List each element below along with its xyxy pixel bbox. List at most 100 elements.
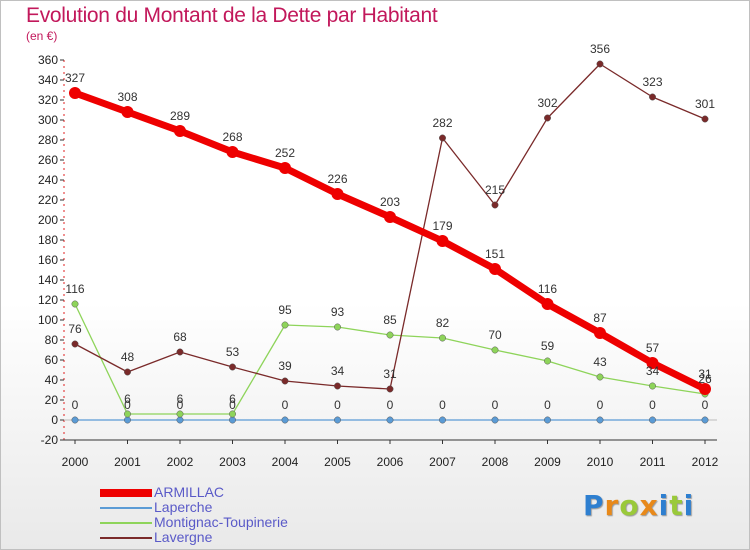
data-label: 68 <box>173 330 187 344</box>
x-tick-label: 2006 <box>377 455 404 469</box>
data-point <box>386 416 394 424</box>
data-point <box>596 373 604 381</box>
x-tick-label: 2007 <box>429 455 456 469</box>
data-label: 289 <box>170 109 190 123</box>
x-tick-label: 2003 <box>219 455 246 469</box>
y-tick-label: 280 <box>38 133 58 147</box>
data-label: 301 <box>695 97 715 111</box>
data-point <box>71 300 79 308</box>
data-label: 0 <box>177 398 184 412</box>
data-point <box>386 331 394 339</box>
data-label: 215 <box>485 183 505 197</box>
y-tick-label: 340 <box>38 73 58 87</box>
data-point <box>596 416 604 424</box>
logo-letter: P <box>583 489 605 522</box>
data-label: 179 <box>432 219 452 233</box>
data-point <box>649 93 656 101</box>
logo-letter: r <box>604 489 620 522</box>
data-label: 323 <box>642 75 662 89</box>
data-point <box>331 188 344 200</box>
x-tick-label: 2002 <box>167 455 194 469</box>
data-label: 0 <box>439 398 446 412</box>
data-label: 53 <box>226 345 240 359</box>
data-point <box>279 162 291 174</box>
data-point <box>439 416 446 424</box>
data-label: 0 <box>124 398 131 412</box>
x-tick-label: 2008 <box>482 455 509 469</box>
data-label: 87 <box>593 311 607 325</box>
legend-swatch <box>100 522 152 524</box>
data-point <box>649 416 656 424</box>
data-label: 0 <box>702 398 709 412</box>
axes: -200204060801001201401601802002202402602… <box>38 53 719 469</box>
proxiti-logo: Proxiti <box>583 489 694 522</box>
data-label: 6 <box>177 392 184 406</box>
y-tick-label: 60 <box>45 353 59 367</box>
data-label: 95 <box>278 303 292 317</box>
x-tick-label: 2000 <box>62 455 89 469</box>
data-point <box>491 416 499 424</box>
data-label: 43 <box>593 355 607 369</box>
data-point <box>71 416 79 424</box>
data-label: 226 <box>327 172 347 186</box>
data-point <box>699 383 711 395</box>
data-point <box>176 416 184 424</box>
x-tick-label: 2001 <box>114 455 141 469</box>
data-label: 0 <box>492 398 499 412</box>
y-tick-label: 240 <box>38 173 58 187</box>
data-point <box>176 348 184 356</box>
data-point <box>491 346 499 354</box>
y-tick-label: 100 <box>38 313 58 327</box>
data-point <box>436 235 449 247</box>
data-label: 0 <box>72 398 79 412</box>
data-point <box>124 368 131 376</box>
data-label: 0 <box>334 398 341 412</box>
data-label: 116 <box>538 282 557 296</box>
data-point <box>439 134 446 142</box>
legend-label: Montignac-Toupinerie <box>154 514 288 530</box>
y-tick-label: 260 <box>38 153 58 167</box>
logo-letter: o <box>619 489 640 522</box>
data-point <box>334 382 341 390</box>
data-label: 57 <box>646 341 660 355</box>
data-point <box>281 416 289 424</box>
data-label: 308 <box>117 90 137 104</box>
data-point <box>281 377 289 385</box>
y-tick-label: 300 <box>38 113 58 127</box>
data-label: 26 <box>698 372 712 386</box>
data-label: 0 <box>597 398 604 412</box>
y-tick-label: 80 <box>45 333 59 347</box>
chart-title: Evolution du Montant de la Dette par Hab… <box>26 4 438 27</box>
data-label: 82 <box>436 316 450 330</box>
y-tick-label: 180 <box>38 233 58 247</box>
logo-letter: x <box>639 489 659 522</box>
data-label: 0 <box>544 398 551 412</box>
data-point <box>386 385 394 393</box>
data-label: 203 <box>380 195 400 209</box>
data-label: 39 <box>278 359 292 373</box>
data-point <box>229 363 236 371</box>
data-point <box>544 416 551 424</box>
data-point <box>174 125 186 137</box>
data-label: 48 <box>121 350 135 364</box>
x-tick-label: 2010 <box>587 455 614 469</box>
data-point <box>596 60 604 68</box>
data-point <box>229 416 236 424</box>
data-label: 70 <box>488 328 502 342</box>
data-label: 59 <box>541 339 555 353</box>
logo-letter: i <box>683 489 695 522</box>
y-tick-label: 140 <box>38 273 58 287</box>
data-label: 0 <box>387 398 394 412</box>
data-point <box>124 410 131 418</box>
data-point <box>384 211 396 223</box>
legend-label: ARMILLAC <box>154 484 225 500</box>
data-point <box>701 416 709 424</box>
data-label: 327 <box>65 71 85 85</box>
data-point <box>176 410 184 418</box>
legend-label: Lavergne <box>154 529 213 545</box>
data-label: 34 <box>331 364 345 378</box>
y-tick-label: -20 <box>41 433 59 447</box>
data-label: 34 <box>646 364 660 378</box>
data-point <box>649 382 656 390</box>
